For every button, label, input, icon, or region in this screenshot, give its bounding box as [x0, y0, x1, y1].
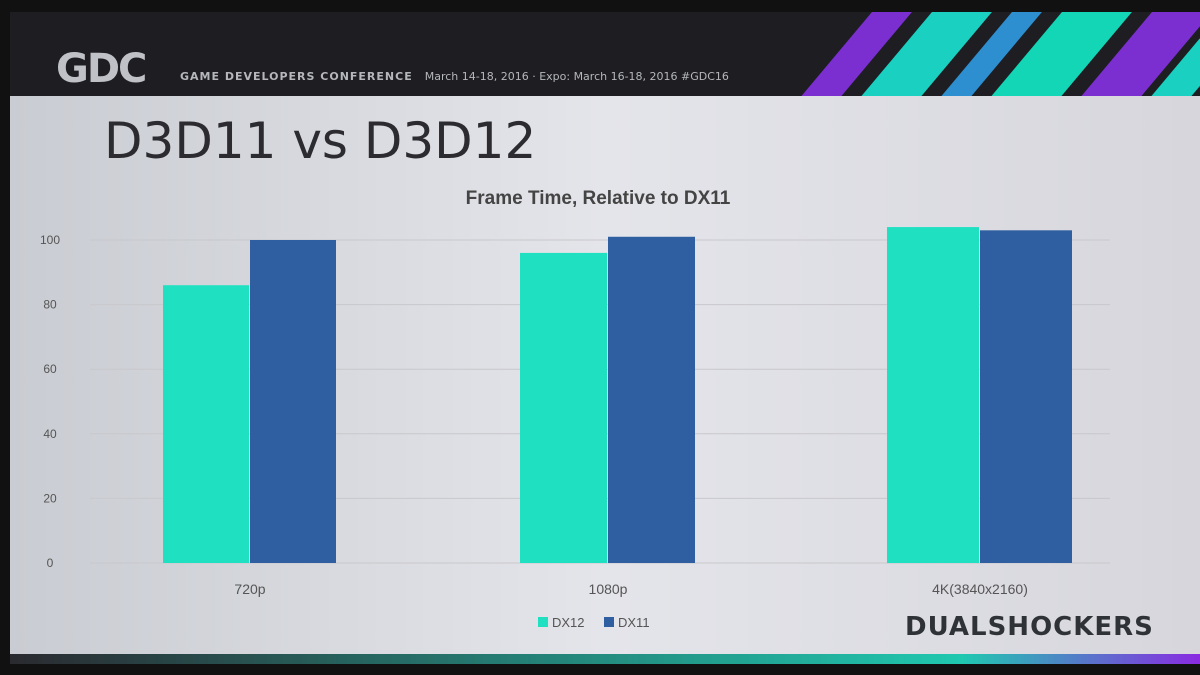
gdc-logo: GDC — [56, 46, 147, 92]
watermark-logo: DUALSHOCKERS — [905, 612, 1154, 642]
bar-dx12-1080p — [520, 252, 607, 564]
bar-dx12-4k3840x2160 — [887, 227, 979, 563]
x-tick-label: 4K(3840x2160) — [932, 581, 1028, 597]
y-tick-label: 80 — [43, 298, 57, 312]
bar-dx11-720p — [250, 240, 336, 563]
x-tick-label: 1080p — [589, 581, 628, 597]
y-tick-label: 100 — [40, 233, 60, 247]
bar-dx12-720p — [163, 285, 249, 563]
chart-title: Frame Time, Relative to DX11 — [466, 188, 731, 209]
conference-name: GAME DEVELOPERS CONFERENCE — [180, 70, 413, 83]
slide-title: D3D11 vs D3D12 — [104, 112, 537, 170]
bar-dx11-1080p — [608, 236, 695, 563]
legend-label-dx11: DX11 — [618, 615, 650, 630]
conference-header: GDC GAME DEVELOPERS CONFERENCE March 14-1… — [10, 12, 1200, 96]
x-tick-label: 720p — [234, 581, 265, 597]
bottom-band — [10, 654, 1200, 664]
conference-dates: March 14-18, 2016 · Expo: March 16-18, 2… — [424, 70, 729, 83]
y-tick-label: 60 — [43, 362, 57, 376]
legend-swatch-dx11 — [604, 617, 614, 627]
bar-dx11-4k3840x2160 — [980, 230, 1072, 563]
legend-swatch-dx12 — [538, 617, 548, 627]
y-tick-label: 40 — [43, 427, 57, 441]
y-tick-label: 0 — [47, 556, 54, 570]
legend-label-dx12: DX12 — [552, 615, 585, 630]
y-tick-label: 20 — [43, 491, 57, 505]
